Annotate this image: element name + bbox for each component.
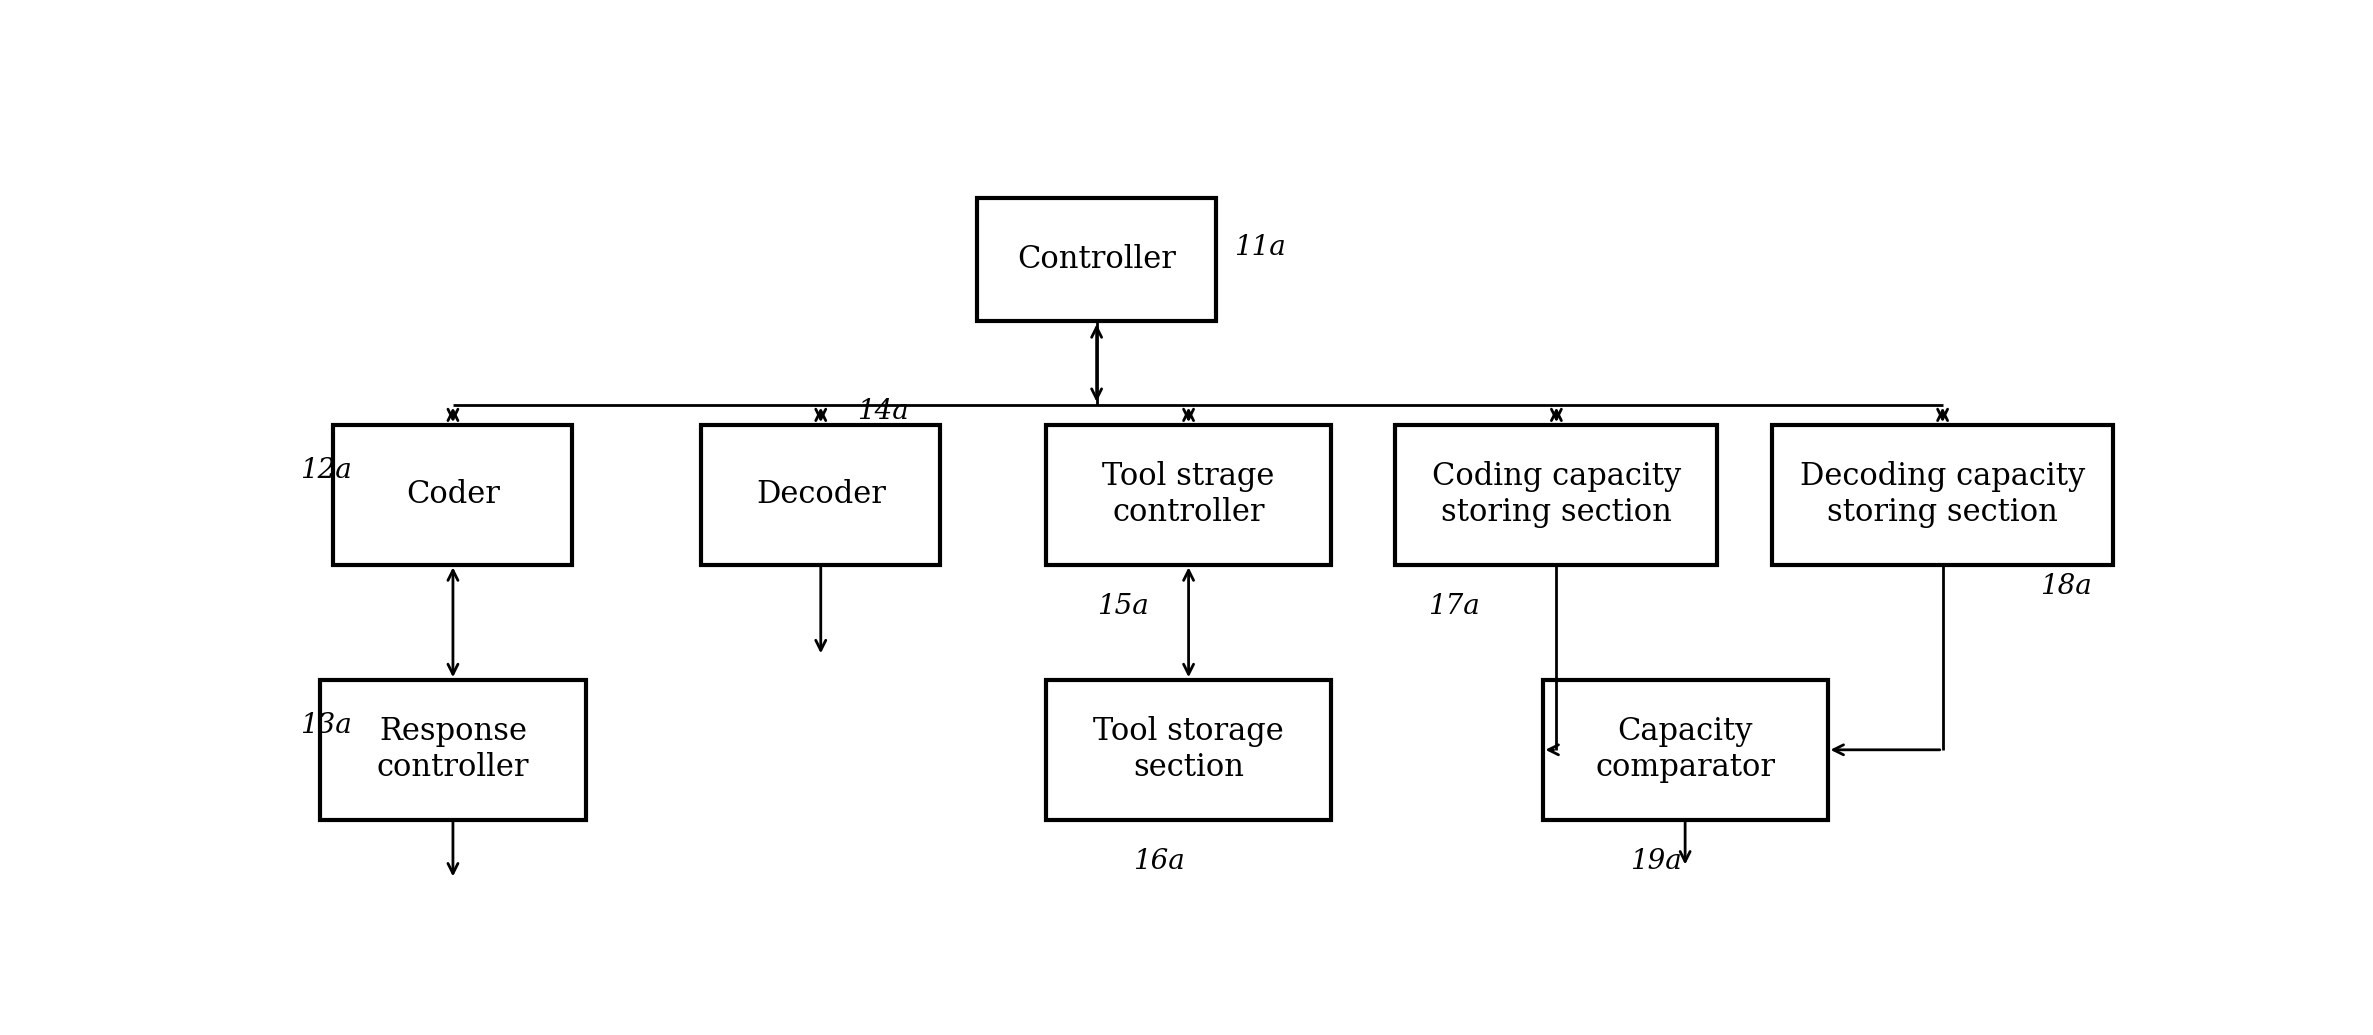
Bar [1542, 680, 1827, 820]
Text: 13a: 13a [301, 712, 351, 739]
Text: 14a: 14a [857, 397, 909, 424]
Text: Controller: Controller [1018, 244, 1177, 275]
Text: 16a: 16a [1134, 848, 1184, 875]
Bar [978, 198, 1217, 322]
Bar [702, 425, 940, 564]
Text: 12a: 12a [301, 457, 351, 484]
Bar [1046, 680, 1331, 820]
Text: Capacity
comparator: Capacity comparator [1595, 716, 1775, 783]
Text: Coding capacity
storing section: Coding capacity storing section [1431, 462, 1680, 528]
Bar [1395, 425, 1718, 564]
Bar [1046, 425, 1331, 564]
Text: 19a: 19a [1630, 848, 1682, 875]
Text: Decoding capacity
storing section: Decoding capacity storing section [1801, 462, 2086, 528]
Text: Response
controller: Response controller [377, 716, 529, 783]
Text: Coder: Coder [406, 479, 501, 510]
Text: Tool storage
section: Tool storage section [1094, 716, 1284, 783]
Text: Tool strage
controller: Tool strage controller [1103, 462, 1274, 528]
Bar [1773, 425, 2112, 564]
Text: 17a: 17a [1429, 593, 1478, 620]
Bar [332, 425, 572, 564]
Text: 15a: 15a [1096, 593, 1149, 620]
Bar [320, 680, 586, 820]
Text: 18a: 18a [2041, 573, 2093, 600]
Text: Decoder: Decoder [757, 479, 885, 510]
Text: 11a: 11a [1234, 234, 1286, 261]
